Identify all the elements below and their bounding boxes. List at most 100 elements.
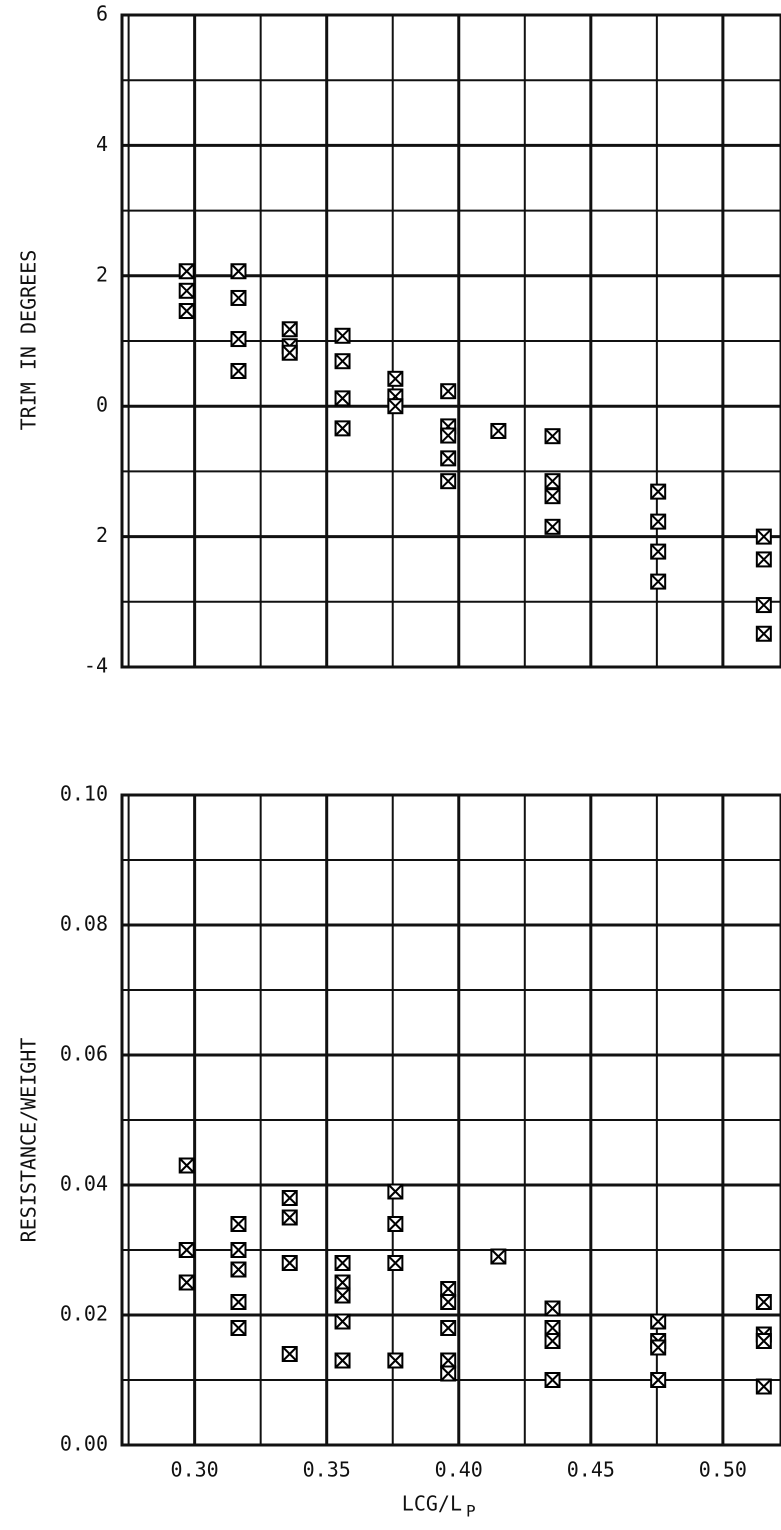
data-point: [755, 1333, 772, 1349]
marker-cross: [334, 328, 351, 344]
marker-cross: [544, 473, 561, 489]
marker-cross: [544, 428, 561, 444]
data-point: [334, 1255, 351, 1271]
data-point: [440, 1294, 457, 1310]
marker-cross: [756, 597, 772, 613]
y-tick-label: 0.02: [60, 1302, 108, 1326]
data-point: [178, 263, 195, 280]
marker-cross: [387, 371, 404, 387]
data-point: [230, 1320, 247, 1336]
data-point: [440, 1352, 457, 1369]
plot-frame: [120, 793, 781, 1447]
data-point: [334, 327, 351, 344]
data-point: [178, 282, 195, 299]
marker-cross: [230, 363, 247, 379]
data-point: [230, 263, 247, 280]
marker-cross: [544, 1372, 561, 1388]
marker-cross: [282, 345, 298, 361]
marker-cross: [387, 1352, 404, 1369]
marker-cross: [179, 1242, 195, 1258]
marker-cross: [179, 263, 195, 279]
marker-cross: [387, 1216, 404, 1232]
marker-cross: [179, 303, 195, 319]
marker-cross: [230, 1320, 247, 1336]
marker-cross: [440, 427, 456, 444]
plot-frame: [120, 13, 781, 669]
marker-cross: [440, 1320, 456, 1336]
data-point: [544, 1372, 561, 1388]
marker-cross: [544, 1333, 561, 1349]
y-tick-label: 6: [96, 2, 108, 26]
marker-cross: [334, 390, 351, 407]
data-point: [490, 1248, 507, 1265]
y-axis-label: RESISTANCE/WEIGHT: [17, 1038, 41, 1243]
data-point: [230, 1216, 247, 1232]
marker-cross: [179, 283, 195, 299]
data-point: [387, 1216, 404, 1232]
data-point: [281, 344, 298, 361]
marker-cross: [756, 551, 772, 568]
marker-cross: [334, 353, 351, 369]
data-point: [755, 1378, 772, 1395]
marker-cross: [282, 1209, 298, 1226]
marker-cross: [440, 450, 456, 467]
data-point: [281, 1346, 298, 1362]
marker-cross: [650, 573, 666, 590]
marker-cross: [544, 1320, 561, 1336]
data-point: [230, 1294, 247, 1310]
marker-cross: [756, 1378, 772, 1395]
data-point: [178, 1242, 195, 1258]
x-tick-label: 0.40: [435, 1458, 483, 1482]
data-point: [650, 1339, 667, 1356]
data-point: [178, 303, 195, 320]
data-point: [544, 473, 561, 490]
data-point: [650, 1372, 667, 1388]
y-tick-label: -4: [84, 654, 108, 678]
y-tick-label: 0.06: [60, 1042, 108, 1066]
y-tick-label: 2: [96, 262, 108, 286]
data-point: [387, 1183, 404, 1200]
marker-cross: [334, 1274, 351, 1291]
marker-cross: [544, 1300, 561, 1317]
marker-cross: [544, 519, 561, 535]
marker-cross: [650, 1339, 666, 1356]
y-tick-label: 4: [96, 132, 108, 156]
marker-cross: [756, 1294, 772, 1310]
marker-cross: [650, 543, 666, 560]
marker-cross: [387, 1255, 404, 1271]
x-axis-label-subscript: P: [466, 1502, 476, 1521]
marker-cross: [282, 1255, 298, 1271]
marker-cross: [440, 1365, 456, 1382]
marker-cross: [440, 383, 456, 399]
marker-cross: [230, 263, 247, 279]
marker-cross: [334, 1313, 351, 1330]
marker-cross: [756, 626, 772, 642]
marker-cross: [650, 483, 666, 500]
y-tick-label: 0.00: [60, 1432, 108, 1456]
data-point: [755, 528, 772, 545]
marker-cross: [230, 1242, 247, 1258]
data-point: [230, 1242, 247, 1258]
data-point: [440, 450, 457, 467]
y-tick-label: 2: [96, 523, 108, 547]
data-point: [281, 1190, 298, 1206]
data-point: [334, 353, 351, 370]
marker-cross: [490, 423, 507, 439]
marker-cross: [230, 1216, 247, 1232]
marker-cross: [230, 290, 247, 306]
x-axis-label: LCG/L: [402, 1492, 462, 1516]
data-point: [387, 1352, 404, 1369]
marker-cross: [440, 1294, 456, 1310]
marker-cross: [230, 1294, 247, 1310]
data-point: [650, 513, 667, 530]
marker-cross: [334, 1287, 351, 1304]
data-point: [334, 1274, 351, 1291]
marker-cross: [179, 1157, 195, 1174]
data-point: [755, 597, 772, 614]
data-point: [334, 1287, 351, 1304]
marker-cross: [544, 488, 561, 504]
data-point: [755, 551, 772, 568]
marker-cross: [387, 1183, 404, 1200]
data-point: [755, 625, 772, 642]
data-point: [490, 422, 507, 439]
